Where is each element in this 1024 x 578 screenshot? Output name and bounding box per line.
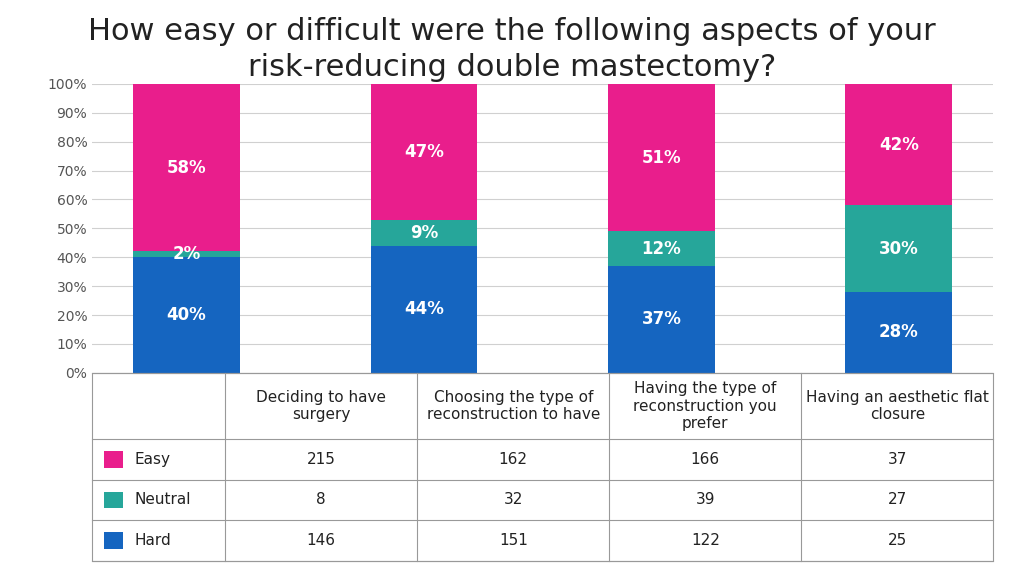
- Text: 151: 151: [499, 533, 527, 548]
- Bar: [371, 246, 477, 373]
- Bar: [371, 220, 477, 246]
- Bar: [133, 84, 240, 251]
- Bar: [608, 266, 715, 373]
- Bar: [608, 84, 715, 231]
- Text: 47%: 47%: [404, 143, 444, 161]
- Text: Neutral: Neutral: [134, 492, 190, 507]
- Text: How easy or difficult were the following aspects of your
risk-reducing double ma: How easy or difficult were the following…: [88, 17, 936, 82]
- Bar: [608, 231, 715, 266]
- Text: Having an aesthetic flat
closure: Having an aesthetic flat closure: [806, 390, 989, 423]
- Text: 2%: 2%: [172, 245, 201, 264]
- Text: 37: 37: [888, 452, 907, 467]
- Text: 12%: 12%: [642, 239, 681, 258]
- Text: 122: 122: [691, 533, 720, 548]
- Text: Choosing the type of
reconstruction to have: Choosing the type of reconstruction to h…: [427, 390, 600, 423]
- Text: Deciding to have
surgery: Deciding to have surgery: [256, 390, 386, 423]
- Text: 8: 8: [316, 492, 326, 507]
- Text: 44%: 44%: [404, 300, 444, 318]
- Text: 146: 146: [307, 533, 336, 548]
- Text: 9%: 9%: [410, 224, 438, 242]
- Text: 28%: 28%: [879, 323, 919, 342]
- Text: 30%: 30%: [879, 239, 919, 258]
- Bar: [371, 84, 477, 220]
- Text: 215: 215: [307, 452, 336, 467]
- Bar: [846, 84, 952, 205]
- Text: 40%: 40%: [167, 306, 207, 324]
- Text: 27: 27: [888, 492, 907, 507]
- Text: 166: 166: [691, 452, 720, 467]
- Text: Having the type of
reconstruction you
prefer: Having the type of reconstruction you pr…: [634, 381, 777, 431]
- Text: 58%: 58%: [167, 158, 207, 177]
- Text: 39: 39: [695, 492, 715, 507]
- Text: 42%: 42%: [879, 135, 919, 154]
- Text: 25: 25: [888, 533, 907, 548]
- Bar: [846, 205, 952, 292]
- Text: Easy: Easy: [134, 452, 170, 467]
- Text: 37%: 37%: [641, 310, 681, 328]
- Bar: [133, 251, 240, 257]
- Bar: [133, 257, 240, 373]
- Text: Hard: Hard: [134, 533, 171, 548]
- Text: 162: 162: [499, 452, 527, 467]
- Text: 51%: 51%: [642, 149, 681, 166]
- Bar: [846, 292, 952, 373]
- Text: 32: 32: [504, 492, 523, 507]
